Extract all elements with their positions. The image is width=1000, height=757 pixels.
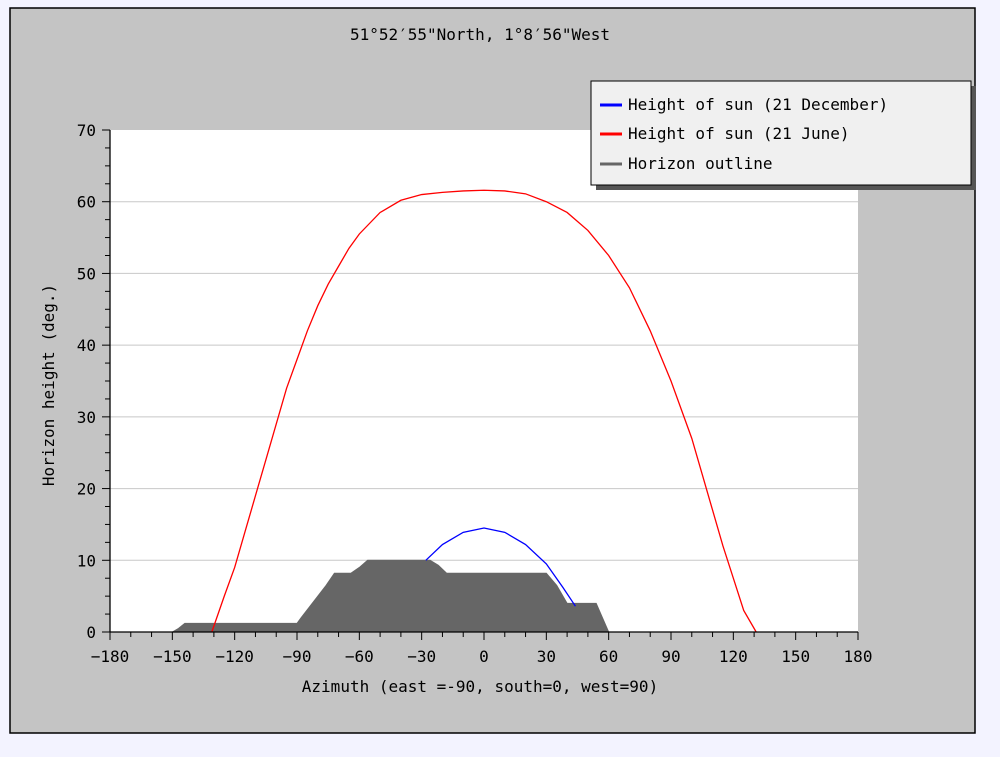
x-axis-label: Azimuth (east =-90, south=0, west=90) — [302, 677, 658, 696]
y-tick-label: 30 — [77, 408, 96, 427]
x-tick-label: 30 — [537, 647, 556, 666]
plot-area — [110, 130, 858, 632]
x-tick-label: 60 — [599, 647, 618, 666]
horizon-outline-polygon — [170, 559, 610, 633]
legend-box — [590, 80, 972, 186]
legend-label-june: Height of sun (21 June) — [628, 124, 850, 143]
y-tick-label: 70 — [77, 121, 96, 140]
y-tick-label: 0 — [86, 623, 96, 642]
x-tick-label: 0 — [479, 647, 489, 666]
sun-path-lines — [211, 189, 757, 633]
horizon-outline-area — [170, 559, 610, 633]
x-tick-label: −150 — [153, 647, 192, 666]
x-tick-label: 120 — [719, 647, 748, 666]
x-tick-label: 90 — [661, 647, 680, 666]
x-tick-label: 180 — [844, 647, 873, 666]
y-tick-labels: 0 10 20 30 40 50 60 70 — [77, 121, 96, 642]
legend: Height of sun (21 December) Height of su… — [590, 80, 976, 190]
y-tick-label: 50 — [77, 264, 96, 283]
sun-path-december-line — [425, 527, 576, 607]
chart-title: 51°52′55"North, 1°8′56"West — [350, 25, 610, 44]
axes — [102, 129, 859, 640]
x-tick-labels: −180 −150 −120 −90 −60 −30 0 30 60 90 120 150 180 — [91, 647, 873, 666]
grid-lines — [110, 201, 858, 561]
y-tick-label: 10 — [77, 551, 96, 570]
legend-label-december: Height of sun (21 December) — [628, 95, 888, 114]
x-tick-label: −120 — [215, 647, 254, 666]
x-tick-label: −60 — [345, 647, 374, 666]
x-tick-label: −90 — [283, 647, 312, 666]
x-tick-label: −180 — [91, 647, 130, 666]
x-tick-label: −30 — [407, 647, 436, 666]
y-tick-label: 20 — [77, 480, 96, 499]
y-tick-label: 60 — [77, 193, 96, 212]
y-axis-label: Horizon height (deg.) — [39, 284, 58, 486]
x-tick-label: 150 — [781, 647, 810, 666]
y-tick-label: 40 — [77, 336, 96, 355]
sun-path-june-line — [211, 189, 757, 633]
legend-label-horizon: Horizon outline — [628, 154, 773, 173]
